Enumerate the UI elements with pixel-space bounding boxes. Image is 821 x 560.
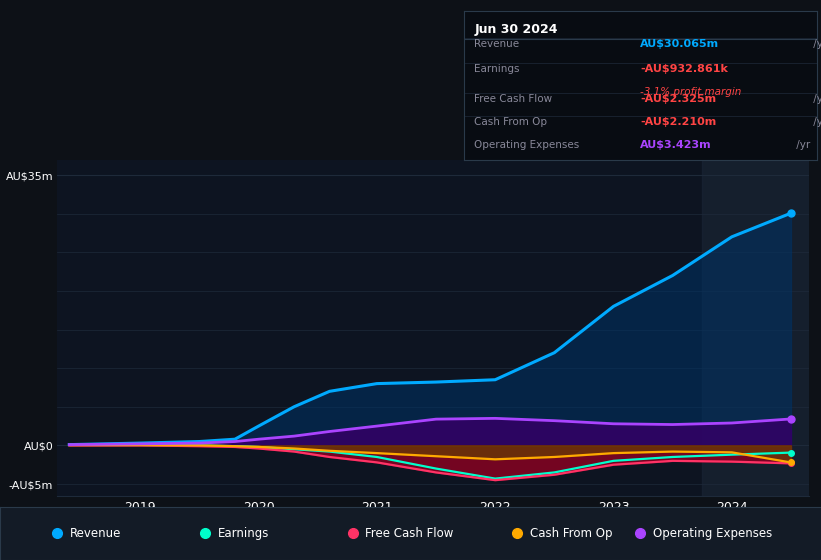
Text: Revenue: Revenue bbox=[475, 39, 520, 49]
Text: Free Cash Flow: Free Cash Flow bbox=[365, 527, 454, 540]
Text: Free Cash Flow: Free Cash Flow bbox=[475, 94, 553, 104]
Text: AU$30.065m: AU$30.065m bbox=[640, 39, 719, 49]
Text: Jun 30 2024: Jun 30 2024 bbox=[475, 23, 558, 36]
Text: /yr: /yr bbox=[810, 94, 821, 104]
Text: -AU$932.861k: -AU$932.861k bbox=[640, 64, 728, 74]
Text: Revenue: Revenue bbox=[70, 527, 122, 540]
Text: Earnings: Earnings bbox=[475, 64, 520, 74]
Text: -3.1% profit margin: -3.1% profit margin bbox=[640, 87, 741, 97]
Text: Cash From Op: Cash From Op bbox=[530, 527, 612, 540]
Text: Operating Expenses: Operating Expenses bbox=[653, 527, 772, 540]
Text: -AU$2.325m: -AU$2.325m bbox=[640, 94, 717, 104]
Text: Cash From Op: Cash From Op bbox=[475, 116, 548, 127]
Text: Earnings: Earnings bbox=[218, 527, 269, 540]
Text: Operating Expenses: Operating Expenses bbox=[475, 139, 580, 150]
Text: -AU$2.210m: -AU$2.210m bbox=[640, 116, 717, 127]
Text: /yr: /yr bbox=[810, 39, 821, 49]
Text: /yr: /yr bbox=[810, 116, 821, 127]
Text: /yr: /yr bbox=[793, 139, 810, 150]
Text: AU$3.423m: AU$3.423m bbox=[640, 139, 712, 150]
Bar bbox=[702, 160, 821, 496]
